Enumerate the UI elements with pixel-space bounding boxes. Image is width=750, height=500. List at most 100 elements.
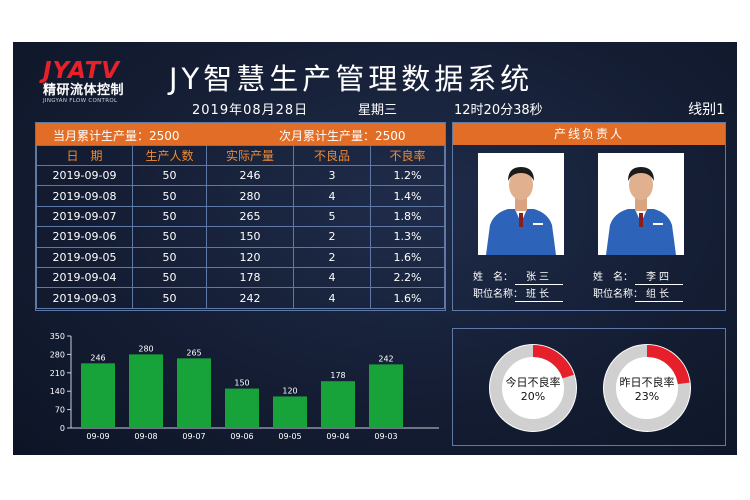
worker-portrait-icon — [478, 153, 564, 255]
cell-workers: 50 — [132, 266, 207, 289]
cell-date: 2019-09-04 — [36, 266, 133, 289]
person-role: 班长 — [515, 285, 563, 302]
current-month-total: 当月累计生产量：2500 — [53, 129, 180, 143]
production-panel: 当月累计生产量：2500 次月累计生产量：2500 日 期 生产人数 实际产量 … — [35, 122, 446, 311]
cell-output: 150 — [206, 226, 294, 248]
line-number: 线别1 — [688, 102, 725, 118]
cell-defect-rate: 1.8% — [370, 205, 445, 228]
person-role-row: 职位名称： 班长 — [473, 282, 569, 302]
cell-output: 280 — [206, 185, 294, 207]
bar-value-label: 242 — [378, 354, 393, 363]
person-name: 张三 — [515, 268, 563, 285]
bar-value-label: 265 — [186, 348, 201, 357]
bar-09-03 — [369, 364, 403, 428]
column-header-defects: 不良品 — [293, 145, 371, 166]
table-row: 2019-09-07 50 265 5 1.8% — [36, 205, 445, 228]
bar-09-07 — [177, 358, 211, 428]
cell-output: 246 — [206, 164, 294, 187]
cell-defects: 2 — [293, 246, 371, 268]
cell-defect-rate: 1.2% — [370, 164, 445, 187]
bar-09-06 — [225, 388, 259, 428]
logo-chinese-name: 精研流体控制 — [43, 83, 125, 98]
logo-english-name: JINGYAN FLOW CONTROL — [43, 98, 118, 104]
bar-value-label: 178 — [330, 371, 345, 380]
cell-defect-rate: 1.3% — [370, 226, 445, 248]
y-tick-label: 140 — [50, 387, 65, 396]
responsible-title: 产线负责人 — [453, 123, 725, 145]
cell-output: 120 — [206, 246, 294, 268]
person-photo — [478, 153, 564, 255]
x-tick-label: 09-05 — [278, 432, 301, 441]
bar-chart-svg: 0 70 140 210 280 350 246 09-09 280 09-08 265 09-07 1… — [50, 332, 439, 441]
y-tick-label: 0 — [60, 424, 65, 433]
person-name: 李四 — [635, 268, 683, 285]
cell-date: 2019-09-05 — [36, 246, 133, 268]
defect-rate-panel: 今日不良率 20% 昨日不良率 23% — [452, 328, 726, 446]
rate-ring-fill — [646, 345, 690, 385]
cell-defects: 3 — [293, 164, 371, 187]
x-tick-label: 09-07 — [182, 432, 205, 441]
cell-defects: 4 — [293, 287, 371, 309]
bar-value-label: 150 — [234, 379, 249, 388]
cell-workers: 50 — [132, 226, 207, 248]
cell-date: 2019-09-09 — [36, 164, 133, 187]
cell-workers: 50 — [132, 185, 207, 207]
bar-value-label: 246 — [90, 353, 105, 362]
x-tick-label: 09-08 — [134, 432, 157, 441]
cell-defects: 4 — [293, 185, 371, 207]
table-row: 2019-09-05 50 120 2 1.6% — [36, 246, 445, 268]
cell-defects: 2 — [293, 226, 371, 248]
logo-mark: JYATV — [43, 58, 121, 84]
cell-output: 265 — [206, 205, 294, 228]
output-bar-chart: 0 70 140 210 280 350 246 09-09 280 09-08 265 09-07 1… — [35, 328, 445, 446]
bar-09-09 — [81, 363, 115, 428]
rate-label: 今日不良率 — [506, 375, 561, 389]
next-month-total: 次月累计生产量：2500 — [279, 129, 406, 143]
cell-workers: 50 — [132, 164, 207, 187]
name-label: 姓 名： — [593, 272, 633, 283]
cell-date: 2019-09-06 — [36, 226, 133, 248]
cell-date: 2019-09-08 — [36, 185, 133, 207]
y-tick-label: 350 — [50, 332, 65, 341]
cell-workers: 50 — [132, 287, 207, 309]
cell-workers: 50 — [132, 205, 207, 228]
bar-09-05 — [273, 396, 307, 428]
y-tick-label: 210 — [50, 369, 65, 378]
person-card: 姓 名： 李四 职位名称： 组长 — [593, 153, 689, 302]
cell-output: 178 — [206, 266, 294, 289]
production-table: 日 期 生产人数 实际产量 不良品 不良率 2019-09-09 50 246 3 1.… — [36, 145, 445, 309]
person-card: 姓 名： 张三 职位名称： 班长 — [473, 153, 569, 302]
table-header-row: 日 期 生产人数 实际产量 不良品 不良率 — [36, 145, 445, 166]
y-tick-label: 70 — [55, 406, 65, 415]
cell-defects: 4 — [293, 266, 371, 289]
rate-label: 昨日不良率 — [620, 375, 675, 389]
cell-date: 2019-09-07 — [36, 205, 133, 228]
x-tick-label: 09-06 — [230, 432, 253, 441]
column-header-date: 日 期 — [36, 145, 133, 166]
person-role-row: 职位名称： 组长 — [593, 282, 689, 302]
cell-defects: 5 — [293, 205, 371, 228]
name-label: 姓 名： — [473, 272, 513, 283]
rate-value: 20% — [521, 390, 545, 403]
table-row: 2019-09-06 50 150 2 1.3% — [36, 226, 445, 248]
cell-defect-rate: 2.2% — [370, 266, 445, 289]
person-role: 组长 — [635, 285, 683, 302]
table-row: 2019-09-04 50 178 4 2.2% — [36, 266, 445, 289]
responsible-panel: 产线负责人 姓 名： 张三 职位名称： 班 — [452, 122, 726, 311]
cell-date: 2019-09-03 — [36, 287, 133, 309]
table-row: 2019-09-08 50 280 4 1.4% — [36, 185, 445, 207]
rate-ring-fill — [532, 345, 574, 379]
x-tick-label: 09-03 — [374, 432, 397, 441]
cell-defect-rate: 1.6% — [370, 287, 445, 309]
bar-value-label: 280 — [138, 344, 153, 353]
person-name-row: 姓 名： 张三 — [473, 265, 569, 285]
current-time: 12时20分38秒 — [454, 103, 543, 118]
current-date: 2019年08月28日 — [192, 103, 309, 118]
bar-09-04 — [321, 381, 355, 428]
y-tick-label: 280 — [50, 350, 65, 359]
x-tick-label: 09-04 — [326, 432, 349, 441]
cell-output: 242 — [206, 287, 294, 309]
dashboard-screen: JYATV 精研流体控制 JINGYAN FLOW CONTROL JY智慧生产… — [13, 42, 737, 455]
bar-09-08 — [129, 354, 163, 428]
